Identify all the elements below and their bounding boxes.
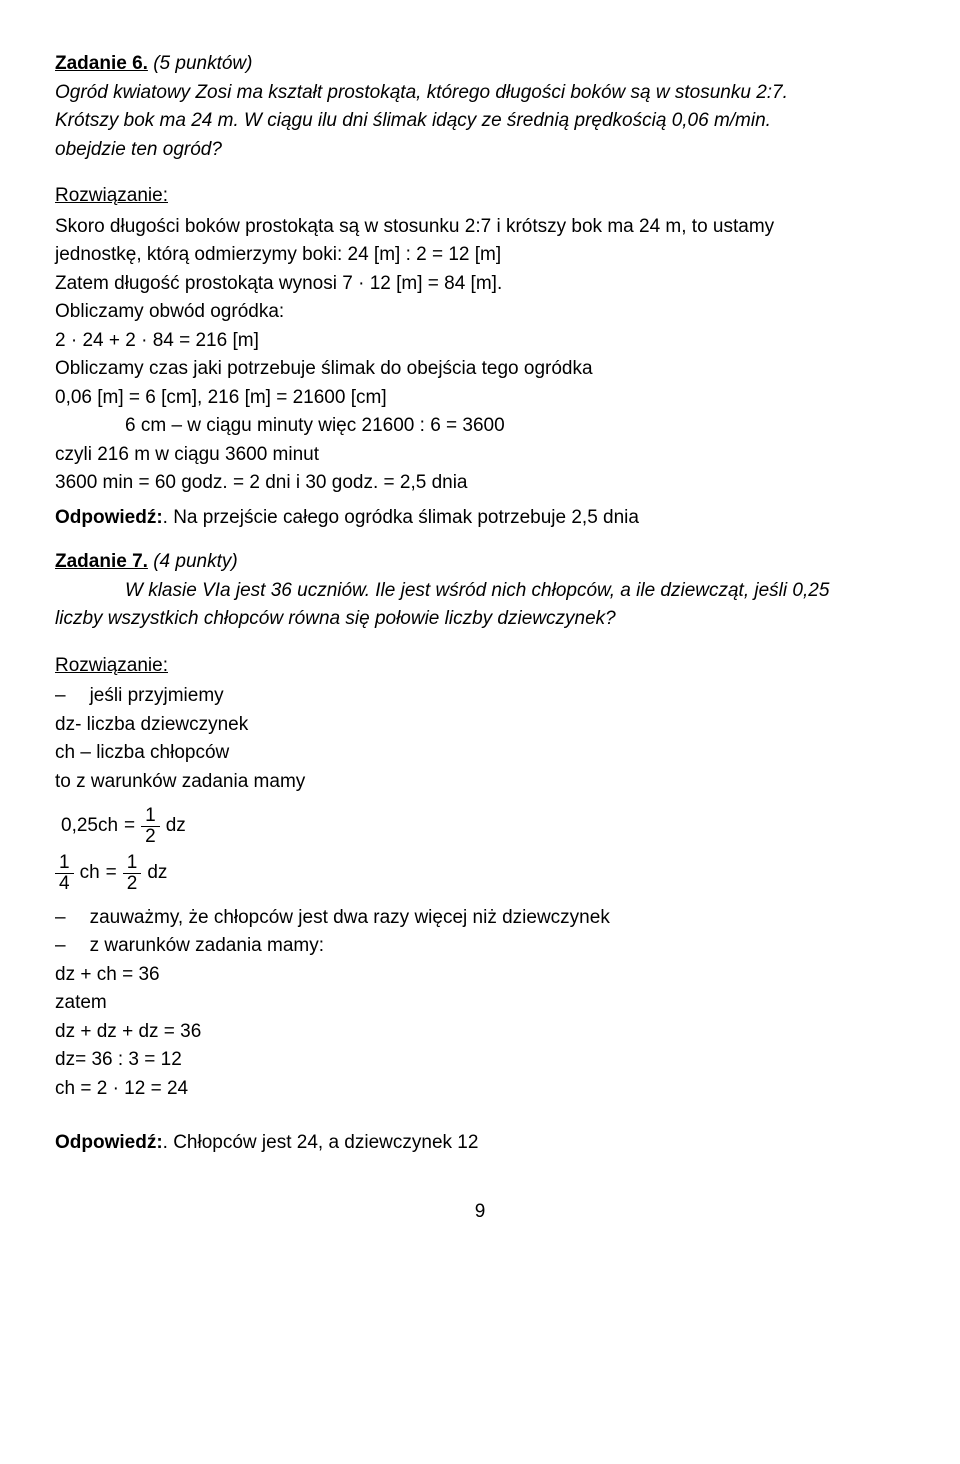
task7-b5: – zauważmy, że chłopców jest dwa razy wię… (55, 904, 905, 933)
task6-problem-l3: obejdzie ten ogród? (55, 136, 905, 165)
task7-solution-label: Rozwiązanie: (55, 652, 905, 681)
eq2-lmid: ch (80, 859, 100, 888)
task7-b8: zatem (55, 989, 905, 1018)
task6-s9: czyli 216 m w ciągu 3600 minut (55, 441, 905, 470)
task6-s2: jednostkę, którą odmierzymy boki: 24 [m]… (55, 241, 905, 270)
task6-header: Zadanie 6. (5 punktów) (55, 50, 905, 79)
task7-b6: – z warunków zadania mamy: (55, 932, 905, 961)
task7-b10: dz= 36 : 3 = 12 (55, 1046, 905, 1075)
eq2-rden: 2 (123, 874, 142, 894)
eq2-rnum: 1 (123, 853, 142, 874)
eq1-frac: 1 2 (141, 806, 160, 847)
task7-problem-l1: W klasie VIa jest 36 uczniów. Ile jest w… (55, 577, 905, 606)
task7-b2: dz- liczba dziewczynek (55, 711, 905, 740)
task6-solution-label: Rozwiązanie: (55, 182, 905, 211)
eq1-den: 2 (141, 827, 160, 847)
task6-s10: 3600 min = 60 godz. = 2 dni i 30 godz. =… (55, 469, 905, 498)
task7-answer-text: . Chłopców jest 24, a dziewczynek 12 (163, 1132, 479, 1153)
dash-icon: – (55, 685, 66, 706)
eq1-equals: = (124, 812, 135, 841)
task6-problem: Ogród kwiatowy Zosi ma kształt prostokąt… (55, 79, 905, 165)
task6-s8: 6 cm – w ciągu minuty więc 21600 : 6 = 3… (55, 412, 905, 441)
task6-s1: Skoro długości boków prostokąta są w sto… (55, 213, 905, 242)
eq2-lfrac: 1 4 (55, 853, 74, 894)
task7-b1-text: jeśli przyjmiemy (90, 685, 224, 706)
eq1-num: 1 (141, 806, 160, 827)
task7-label: Zadanie 7. (55, 551, 148, 572)
eq1-right: dz (166, 812, 186, 841)
task6-label: Zadanie 6. (55, 53, 148, 74)
task7-b6-text: z warunków zadania mamy: (90, 935, 324, 956)
eq2-lnum: 1 (55, 853, 74, 874)
task7-answer: Odpowiedź:. Chłopców jest 24, a dziewczy… (55, 1129, 905, 1158)
task7-b3: ch – liczba chłopców (55, 739, 905, 768)
task7-b9: dz + dz + dz = 36 (55, 1018, 905, 1047)
task7-answer-label: Odpowiedź: (55, 1132, 163, 1153)
task7-b1: – jeśli przyjmiemy (55, 682, 905, 711)
task7-problem-l2: liczby wszystkich chłopców równa się poł… (55, 605, 905, 634)
eq1-left: 0,25ch (61, 812, 118, 841)
task6-s4: Obliczamy obwód ogródka: (55, 298, 905, 327)
eq2-equals: = (106, 859, 117, 888)
task7-points: (4 punkty) (153, 551, 237, 572)
eq2-rright: dz (147, 859, 167, 888)
eq2-lden: 4 (55, 874, 74, 894)
task6-s3: Zatem długość prostokąta wynosi 7 · 12 [… (55, 270, 905, 299)
task6-answer-text: . Na przejście całego ogródka ślimak pot… (163, 507, 639, 528)
task7-b7: dz + ch = 36 (55, 961, 905, 990)
task6-problem-l1: Ogród kwiatowy Zosi ma kształt prostokąt… (55, 79, 905, 108)
task6-problem-l2: Krótszy bok ma 24 m. W ciągu ilu dni śli… (55, 107, 905, 136)
task7-header: Zadanie 7. (4 punkty) (55, 548, 905, 577)
task7-b5-text: zauważmy, że chłopców jest dwa razy więc… (90, 907, 610, 928)
task7-b4: to z warunków zadania mamy (55, 768, 905, 797)
task6-s7: 0,06 [m] = 6 [cm], 216 [m] = 21600 [cm] (55, 384, 905, 413)
task6-s6: Obliczamy czas jaki potrzebuje ślimak do… (55, 355, 905, 384)
dash-icon: – (55, 907, 66, 928)
task6-s5: 2 · 24 + 2 · 84 = 216 [m] (55, 327, 905, 356)
eq2-rfrac: 1 2 (123, 853, 142, 894)
dash-icon: – (55, 935, 66, 956)
task6-points: (5 punktów) (153, 53, 252, 74)
task7-problem: W klasie VIa jest 36 uczniów. Ile jest w… (55, 577, 905, 634)
task6-answer-label: Odpowiedź: (55, 507, 163, 528)
task7-eq1: 0,25ch = 1 2 dz 1 4 ch = 1 2 dz (55, 806, 905, 894)
task6-answer: Odpowiedź:. Na przejście całego ogródka … (55, 504, 905, 533)
task7-b11: ch = 2 · 12 = 24 (55, 1075, 905, 1104)
page-number: 9 (55, 1198, 905, 1227)
